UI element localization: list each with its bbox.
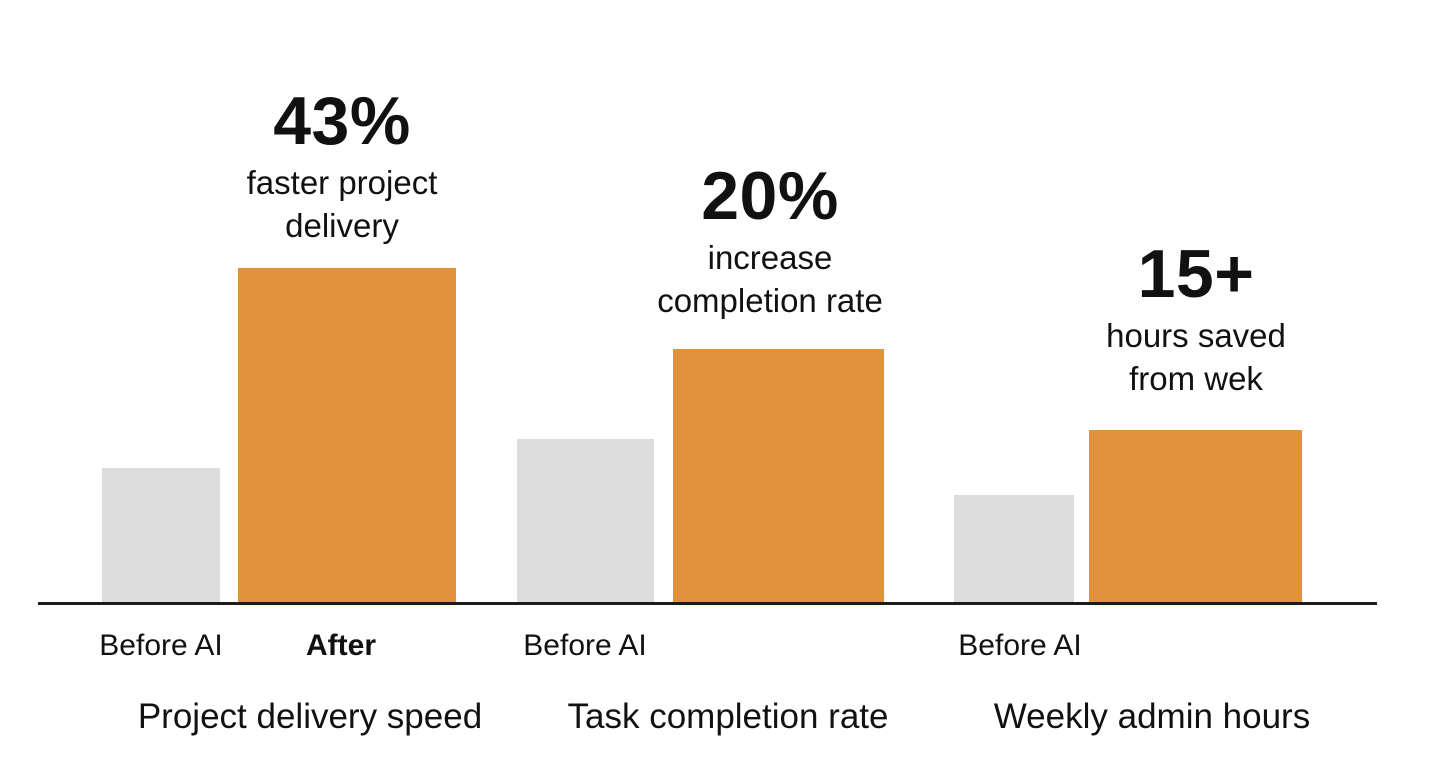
category-label-project-delivery: Project delivery speed — [137, 697, 483, 736]
bar-after-project-delivery — [238, 268, 456, 602]
stat-caption: increase completion rate — [657, 236, 883, 322]
stat-caption-line: hours saved — [1106, 317, 1286, 354]
category-label-admin-hours: Weekly admin hours — [993, 697, 1311, 736]
bar-before-ai-task-completion — [517, 439, 654, 602]
stat-value: 15+ — [1137, 235, 1255, 312]
stat-caption-line: completion rate — [657, 282, 883, 319]
annotation-project-delivery: 43% faster project delivery — [247, 81, 438, 247]
stat-caption: hours saved from wek — [1106, 314, 1286, 400]
bar-after-task-completion — [673, 349, 884, 602]
stat-caption-line: from wek — [1129, 360, 1263, 397]
bar-before-ai-project-delivery — [102, 468, 220, 602]
stat-caption-line: delivery — [285, 207, 399, 244]
annotation-task-completion: 20% increase completion rate — [657, 156, 883, 322]
stat-caption-line: increase — [707, 239, 833, 276]
tick-label-before-ai-3: Before AI — [958, 629, 1082, 662]
tick-label-before-ai-2: Before AI — [523, 629, 647, 662]
bar-after-admin-hours — [1089, 430, 1302, 602]
bar-before-ai-admin-hours — [954, 495, 1074, 602]
stat-value: 20% — [701, 157, 839, 234]
category-label-task-completion: Task completion rate — [567, 697, 889, 736]
tick-label-before-ai-1: Before AI — [99, 629, 223, 662]
stat-value: 43% — [273, 82, 411, 159]
tick-label-after-1: After — [305, 629, 377, 662]
stat-caption: faster project delivery — [247, 161, 438, 247]
x-axis-line — [38, 602, 1377, 605]
stat-caption-line: faster project — [246, 164, 438, 201]
annotation-admin-hours: 15+ hours saved from wek — [1106, 234, 1286, 400]
